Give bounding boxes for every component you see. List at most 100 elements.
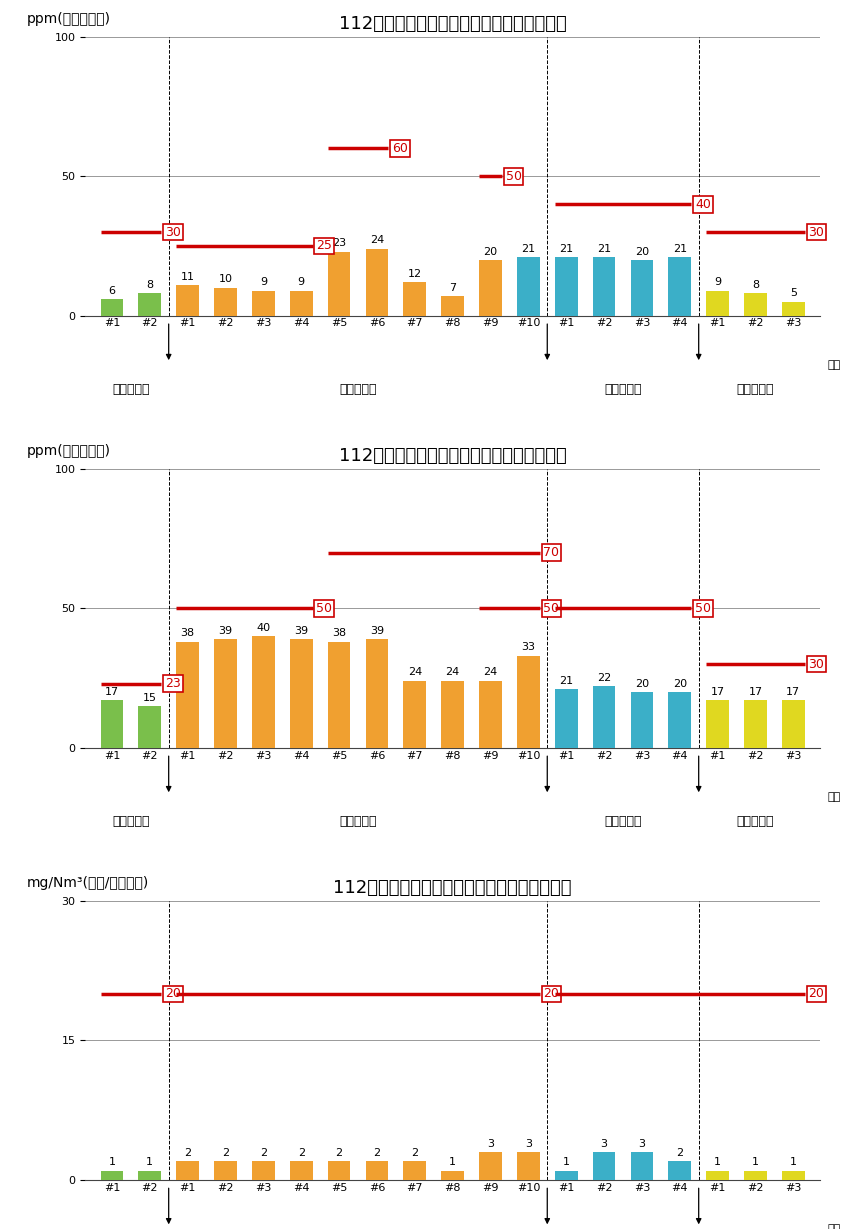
Text: 2: 2	[222, 1148, 229, 1158]
Text: 10: 10	[218, 274, 232, 284]
Text: 39: 39	[218, 626, 232, 635]
Text: 50: 50	[505, 170, 521, 183]
Bar	[554, 1170, 577, 1180]
Text: 1: 1	[789, 1158, 796, 1168]
Bar	[328, 1161, 350, 1180]
Bar	[176, 1161, 199, 1180]
Text: 大林發電廠: 大林發電廠	[112, 815, 149, 827]
Text: 2: 2	[259, 1148, 267, 1158]
Text: 20: 20	[808, 987, 823, 1000]
Bar	[705, 701, 728, 747]
Text: 11: 11	[180, 272, 194, 281]
Text: 1: 1	[562, 1158, 569, 1168]
Bar	[214, 639, 236, 747]
Text: 機組: 機組	[827, 1224, 839, 1229]
Text: 台中發電廠: 台中發電廠	[339, 815, 376, 827]
Text: 40: 40	[256, 623, 270, 633]
Text: 20: 20	[483, 247, 497, 257]
Title: 112年燃煤電廠各機組氮氧化物平均排放濃度: 112年燃煤電廠各機組氮氧化物平均排放濃度	[339, 446, 566, 465]
Bar	[176, 642, 199, 747]
Bar	[630, 1152, 653, 1180]
Text: 20: 20	[165, 987, 181, 1000]
Text: 21: 21	[520, 243, 535, 253]
Text: 2: 2	[335, 1148, 342, 1158]
Bar	[289, 639, 312, 747]
Text: 3: 3	[600, 1138, 606, 1149]
Text: 23: 23	[165, 677, 181, 691]
Bar	[138, 705, 161, 747]
Bar	[705, 290, 728, 316]
Bar	[138, 1170, 161, 1180]
Text: 17: 17	[786, 687, 799, 697]
Text: 40: 40	[694, 198, 710, 210]
Text: 17: 17	[105, 687, 119, 697]
Text: 21: 21	[596, 243, 611, 253]
Text: 15: 15	[142, 693, 157, 703]
Bar	[743, 1170, 766, 1180]
Bar	[101, 299, 123, 316]
Text: 1: 1	[713, 1158, 720, 1168]
Bar	[630, 692, 653, 747]
Text: 1: 1	[146, 1158, 153, 1168]
Bar	[403, 681, 426, 747]
Bar	[781, 301, 804, 316]
Text: 39: 39	[293, 626, 308, 635]
Bar	[781, 1170, 804, 1180]
Bar	[554, 257, 577, 316]
Text: 30: 30	[808, 225, 823, 238]
Text: 30: 30	[808, 658, 823, 671]
Text: 台中發電廠: 台中發電廠	[339, 382, 376, 396]
Bar	[365, 248, 388, 316]
Bar	[289, 290, 312, 316]
Text: 23: 23	[332, 238, 345, 248]
Bar	[668, 692, 690, 747]
Bar	[743, 294, 766, 316]
Text: 21: 21	[559, 676, 572, 686]
Text: 20: 20	[634, 678, 648, 688]
Text: 9: 9	[298, 278, 305, 288]
Text: 2: 2	[373, 1148, 380, 1158]
Text: 25: 25	[316, 240, 332, 252]
Text: 大林發電廠: 大林發電廠	[112, 382, 149, 396]
Bar	[328, 642, 350, 747]
Text: 20: 20	[634, 247, 648, 257]
Text: 30: 30	[165, 225, 181, 238]
Bar	[101, 701, 123, 747]
Text: 2: 2	[676, 1148, 682, 1158]
Text: 6: 6	[108, 285, 115, 295]
Text: 1: 1	[108, 1158, 115, 1168]
Bar	[592, 1152, 615, 1180]
Text: 39: 39	[369, 626, 384, 635]
Text: 林口發電廠: 林口發電廠	[736, 382, 774, 396]
Bar	[630, 259, 653, 316]
Text: 22: 22	[596, 673, 611, 683]
Bar	[479, 259, 502, 316]
Text: 24: 24	[445, 667, 459, 677]
Text: 38: 38	[332, 628, 345, 638]
Text: mg/Nm³(毫克/立方公尺): mg/Nm³(毫克/立方公尺)	[26, 876, 148, 890]
Bar	[592, 257, 615, 316]
Text: 3: 3	[525, 1138, 531, 1149]
Text: 2: 2	[410, 1148, 418, 1158]
Text: 3: 3	[486, 1138, 493, 1149]
Bar	[441, 1170, 463, 1180]
Text: ppm(百萬分之一): ppm(百萬分之一)	[26, 12, 111, 26]
Title: 112年燃煤電廠各機組硫氧化物平均排放濃度: 112年燃煤電廠各機組硫氧化物平均排放濃度	[339, 15, 566, 32]
Title: 112年燃煤電廠各機組粒狀污染物平均排放濃度: 112年燃煤電廠各機組粒狀污染物平均排放濃度	[333, 879, 572, 897]
Bar	[516, 1152, 539, 1180]
Bar	[479, 681, 502, 747]
Text: 24: 24	[407, 667, 421, 677]
Bar	[668, 257, 690, 316]
Text: 60: 60	[392, 141, 408, 155]
Text: 8: 8	[146, 280, 154, 290]
Text: 3: 3	[638, 1138, 645, 1149]
Text: 21: 21	[672, 243, 686, 253]
Text: 17: 17	[710, 687, 724, 697]
Bar	[365, 1161, 388, 1180]
Bar	[252, 1161, 275, 1180]
Text: 1: 1	[449, 1158, 456, 1168]
Bar	[441, 681, 463, 747]
Text: 機組: 機組	[827, 360, 839, 370]
Text: 7: 7	[449, 283, 456, 293]
Text: 林口發電廠: 林口發電廠	[736, 815, 774, 827]
